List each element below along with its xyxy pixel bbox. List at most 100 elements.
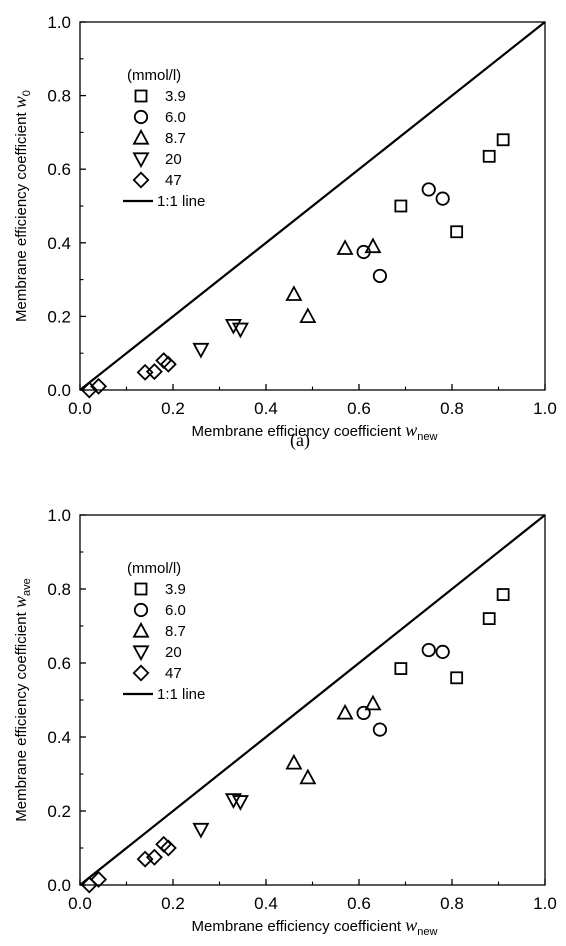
data-point xyxy=(372,722,388,737)
data-point xyxy=(299,768,317,785)
data-point xyxy=(90,377,108,395)
data-point xyxy=(299,307,317,324)
x-axis-label-variable: w xyxy=(405,915,417,935)
x-tick-label: 0.8 xyxy=(440,399,464,418)
legend-label: 6.0 xyxy=(165,602,186,619)
legend-label: 20 xyxy=(165,151,182,168)
data-point xyxy=(145,848,163,866)
legend-label: 3.9 xyxy=(165,88,186,105)
data-point xyxy=(372,268,388,284)
x-axis-label-text: Membrane efficiency coefficient xyxy=(192,918,406,935)
x-tick-label: 1.0 xyxy=(533,399,557,418)
data-point xyxy=(394,662,408,675)
legend-label: 20 xyxy=(165,644,182,661)
y-axis-label-text: Membrane efficiency coefficient xyxy=(13,608,30,822)
series-6-0 xyxy=(356,642,450,737)
series-6-0 xyxy=(356,182,450,284)
x-tick-label: 0.2 xyxy=(161,399,185,418)
series-20 xyxy=(192,318,249,359)
data-point xyxy=(364,237,382,254)
series-3-9 xyxy=(394,133,510,239)
y-axis-label-subscript: 0 xyxy=(21,90,33,96)
legend-marker xyxy=(134,89,148,103)
x-axis-label-text: Membrane efficiency coefficient xyxy=(192,423,406,440)
data-point xyxy=(496,588,510,601)
y-tick-label: 0.4 xyxy=(47,728,71,747)
legend-label: 8.7 xyxy=(165,623,186,640)
y-axis-label-subscript: ave xyxy=(21,578,33,596)
legend: (mmol/l) 3.9 6.0 8.7 20 47 1:1 line xyxy=(123,67,205,210)
x-axis-label-variable: w xyxy=(405,420,417,440)
y-tick-label: 0.4 xyxy=(47,234,71,253)
data-point xyxy=(285,753,303,770)
x-tick-label: 0.0 xyxy=(68,894,92,913)
y-axis-label-variable: w xyxy=(10,596,30,608)
data-point xyxy=(421,642,436,658)
legend-label: 47 xyxy=(165,172,182,189)
panel-a: 0.0 0.2 0.4 0.6 0.8 1.0 0.0 0.2 0.4 0.6 0.8 1.0 (mmo… xyxy=(10,13,557,451)
legend-marker xyxy=(132,171,150,189)
panel-b: 0.0 0.2 0.4 0.6 0.8 1.0 0.0 0.2 0.4 0.6 0.8 1.0 (mmo… xyxy=(10,506,557,938)
series-3-9 xyxy=(394,588,510,685)
data-point xyxy=(356,705,371,721)
series-8-7 xyxy=(285,694,382,785)
data-point xyxy=(145,363,163,381)
data-point xyxy=(482,612,496,625)
series-47 xyxy=(80,835,177,894)
legend-marker xyxy=(132,645,150,662)
data-point xyxy=(435,191,450,206)
y-tick-label: 0.2 xyxy=(47,307,71,326)
legend: (mmol/l) 3.9 6.0 8.7 20 47 1:1 line xyxy=(123,560,205,703)
data-point xyxy=(435,644,450,660)
y-axis-label: Membrane efficiency coefficient w0 xyxy=(10,90,33,322)
data-point xyxy=(192,822,210,839)
panel-caption: (a) xyxy=(290,430,310,451)
legend-label: 8.7 xyxy=(165,130,186,147)
x-tick-label: 0.4 xyxy=(254,894,278,913)
x-tick-label: 0.2 xyxy=(161,894,185,913)
data-point xyxy=(285,285,303,301)
data-point xyxy=(224,318,242,335)
x-tick-label: 1.0 xyxy=(533,894,557,913)
y-axis-label-text: Membrane efficiency coefficient xyxy=(13,108,30,322)
y-tick-label: 0.0 xyxy=(47,876,71,895)
x-tick-label: 0.6 xyxy=(347,399,371,418)
data-point xyxy=(364,694,382,711)
legend-marker xyxy=(134,582,148,596)
legend-marker xyxy=(132,664,150,682)
data-point xyxy=(224,793,242,809)
one-to-one-line xyxy=(79,514,546,886)
data-point xyxy=(394,199,408,213)
data-point xyxy=(336,239,354,255)
legend-title: (mmol/l) xyxy=(127,560,181,577)
x-axis-label: Membrane efficiency coefficient wnew xyxy=(192,420,438,443)
legend-marker xyxy=(133,602,149,618)
data-point xyxy=(482,149,496,163)
data-point xyxy=(231,322,249,339)
x-axis-label: Membrane efficiency coefficient wnew xyxy=(192,915,438,938)
y-tick-label: 0.2 xyxy=(47,802,71,821)
y-axis-label-variable: w xyxy=(10,96,30,108)
y-axis-label: Membrane efficiency coefficient wave xyxy=(10,578,33,822)
y-tick-label: 0.0 xyxy=(47,381,71,400)
data-point xyxy=(159,355,177,373)
legend-marker xyxy=(132,621,150,638)
data-point xyxy=(90,870,108,888)
data-point xyxy=(496,133,510,147)
series-20 xyxy=(192,793,249,839)
x-tick-label: 0.0 xyxy=(68,399,92,418)
y-tick-label: 0.6 xyxy=(47,160,71,179)
y-tick-label: 1.0 xyxy=(47,506,71,525)
one-to-one-line xyxy=(79,21,546,391)
series-47 xyxy=(80,352,177,399)
x-tick-label: 0.4 xyxy=(254,399,278,418)
y-tick-label: 0.8 xyxy=(47,580,71,599)
data-point xyxy=(159,839,177,857)
legend-marker xyxy=(132,152,150,169)
y-tick-label: 1.0 xyxy=(47,13,71,32)
data-point xyxy=(136,363,154,381)
y-tick-label: 0.8 xyxy=(47,87,71,106)
legend-label: 1:1 line xyxy=(157,686,205,703)
x-axis-label-subscript: new xyxy=(417,431,437,443)
